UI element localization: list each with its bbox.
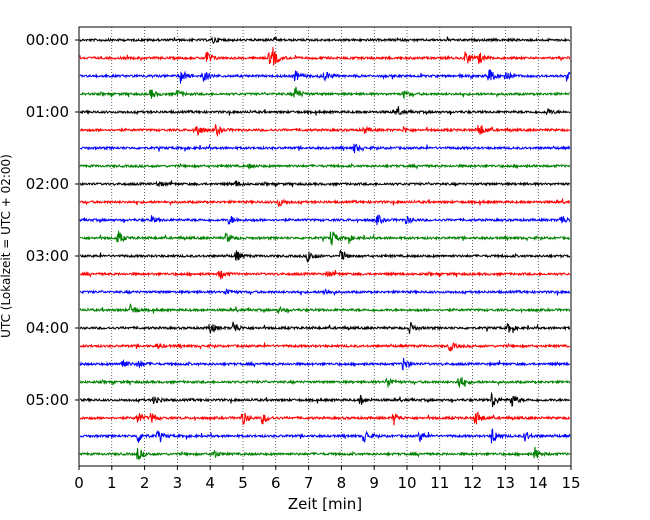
trace-05:00: [79, 391, 571, 408]
y-tick-label: 00:00: [26, 31, 69, 49]
y-tick-label: 02:00: [26, 175, 69, 193]
trace-05:15: [79, 411, 571, 426]
trace-02:30: [79, 214, 571, 226]
trace-05:30: [79, 428, 571, 444]
trace-01:30: [79, 143, 571, 154]
plot-frame: [78, 26, 572, 467]
trace-03:15: [79, 269, 571, 280]
y-tick-label: 01:00: [26, 103, 69, 121]
x-tick-label: 3: [173, 474, 183, 492]
trace-00:00: [79, 36, 571, 44]
x-tick-label: 12: [463, 474, 482, 492]
trace-02:45: [79, 230, 571, 246]
x-tick-label: 4: [205, 474, 215, 492]
trace-00:15: [79, 46, 571, 66]
x-tick-label: 6: [271, 474, 281, 492]
y-tick-label: 04:00: [26, 319, 69, 337]
x-tick-label: 9: [369, 474, 379, 492]
trace-04:45: [79, 377, 571, 388]
y-tick-label: 05:00: [26, 391, 69, 409]
trace-05:45: [79, 446, 571, 461]
y-tick-label: 03:00: [26, 247, 69, 265]
trace-01:45: [79, 162, 571, 171]
x-tick-label: 8: [337, 474, 347, 492]
trace-00:30: [79, 69, 571, 84]
trace-02:00: [79, 180, 571, 188]
x-axis: 0 1 2 3 4 5 6 7 8 9 10 11 12 13 14 15: [74, 466, 581, 492]
trace-03:45: [79, 302, 571, 314]
trace-03:00: [79, 249, 571, 264]
trace-00:45: [79, 86, 571, 100]
y-axis-label: UTC (Lokalzeit = UTC + 02:00): [0, 154, 13, 338]
y-axis: 00:00 01:00 02:00 03:00 04:00 05:00: [26, 31, 79, 409]
trace-group: [79, 36, 571, 461]
trace-04:30: [79, 357, 571, 371]
trace-01:15: [79, 123, 571, 138]
x-tick-label: 15: [561, 474, 580, 492]
x-tick-label: 2: [140, 474, 150, 492]
x-tick-label: 7: [304, 474, 314, 492]
trace-01:00: [79, 106, 571, 116]
x-tick-label: 1: [107, 474, 117, 492]
trace-03:30: [79, 288, 571, 297]
x-tick-label: 0: [74, 474, 84, 492]
trace-02:15: [79, 198, 571, 207]
grid-lines: [111, 27, 539, 466]
x-tick-label: 13: [496, 474, 515, 492]
x-tick-label: 11: [430, 474, 449, 492]
x-tick-label: 10: [397, 474, 416, 492]
x-axis-label: Zeit [min]: [288, 495, 362, 513]
trace-04:15: [79, 342, 571, 352]
x-tick-label: 14: [529, 474, 548, 492]
trace-04:00: [79, 321, 571, 334]
x-tick-label: 5: [238, 474, 248, 492]
